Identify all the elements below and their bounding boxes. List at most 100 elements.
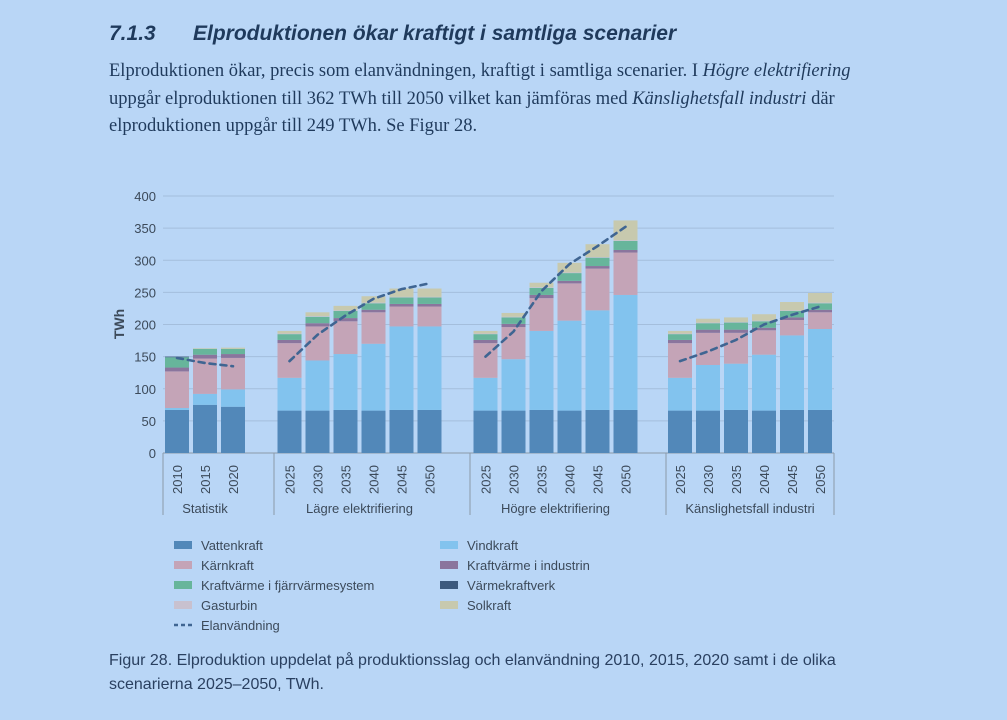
- bar-segment-vindkraft-lagre-elektrifiering-2030: [305, 360, 330, 411]
- bar-segment-solkraft-hogre-elektrifiering-2045: [585, 244, 610, 258]
- x-tick-label: 2025: [479, 465, 494, 494]
- bar-segment-kraftvarme-i-industrin-hogre-elektrifiering-2035: [529, 294, 554, 299]
- y-tick-label: 0: [149, 446, 156, 461]
- section-heading: 7.1.3 Elproduktionen ökar kraftigt i samt…: [109, 22, 676, 46]
- electricity-production-chart: 0 50 100 150 200 250 300 350 400 TWh 2010 2015 202…: [111, 189, 835, 633]
- intro-text-3: där elproduktionen uppgår till 249 TWh. …: [109, 88, 835, 137]
- bar-segment-vattenkraft-statistik-2015: [193, 404, 217, 453]
- bar-segment-solkraft-kanslighetsfall-industri-2040: [752, 314, 776, 321]
- bar-segment-gasturbin-kanslighetsfall-industri-2045: [780, 310, 804, 312]
- legend-swatch-solkraft: [440, 601, 458, 609]
- gridlines: [163, 195, 834, 454]
- legend-swatch-varmekraftverk: [440, 581, 458, 589]
- bar-segment-gasturbin-kanslighetsfall-industri-2030: [696, 322, 720, 324]
- bar-segment-solkraft-kanslighetsfall-industri-2045: [780, 302, 804, 311]
- bar-segment-kraftvarme-i-fjarrvarmesystem-lagre-elektrifiering-2030: [305, 316, 330, 324]
- x-tick-label: 2020: [226, 465, 241, 494]
- bar-segment-karnkraft-kanslighetsfall-industri-2050: [808, 312, 832, 329]
- x-tick-label: 2040: [757, 465, 772, 494]
- y-tick-label: 400: [134, 189, 156, 204]
- bar-segment-vindkraft-lagre-elektrifiering-2035: [333, 354, 358, 410]
- x-tick-label: 2010: [170, 465, 185, 494]
- bar-segment-kraftvarme-i-industrin-hogre-elektrifiering-2025: [473, 339, 498, 344]
- bar-segment-kraftvarme-i-industrin-hogre-elektrifiering-2050: [613, 249, 638, 253]
- x-tick-label: 2025: [673, 465, 688, 494]
- bar-segment-kraftvarme-i-fjarrvarmesystem-lagre-elektrifiering-2040: [361, 303, 386, 310]
- bar-segment-karnkraft-statistik-2020: [221, 357, 245, 390]
- bar-segment-karnkraft-lagre-elektrifiering-2045: [389, 306, 414, 327]
- bar-segment-kraftvarme-i-industrin-hogre-elektrifiering-2045: [585, 266, 610, 269]
- x-tick-label: 2045: [785, 465, 800, 494]
- x-axis: 2010 2015 2020 Statistik 2025 2030 2035 2040 204…: [162, 453, 835, 516]
- bar-segment-gasturbin-lagre-elektrifiering-2030: [305, 316, 330, 317]
- bar-segment-vindkraft-kanslighetsfall-industri-2045: [780, 335, 804, 410]
- bar-segment-solkraft-kanslighetsfall-industri-2035: [724, 317, 748, 322]
- bar-segment-vindkraft-hogre-elektrifiering-2040: [557, 320, 582, 411]
- bar-segment-vattenkraft-kanslighetsfall-industri-2045: [780, 409, 804, 453]
- bar-segment-kraftvarme-i-fjarrvarmesystem-hogre-elektrifiering-2040: [557, 273, 582, 281]
- x-tick-label: 2050: [423, 465, 438, 494]
- bar-segment-karnkraft-kanslighetsfall-industri-2040: [752, 330, 776, 355]
- bar-segment-vindkraft-kanslighetsfall-industri-2025: [668, 377, 692, 411]
- bar-segment-kraftvarme-i-industrin-hogre-elektrifiering-2030: [501, 323, 526, 328]
- bar-segment-solkraft-hogre-elektrifiering-2025: [473, 330, 498, 334]
- elanvandning-lines: [175, 225, 822, 368]
- bar-segment-karnkraft-hogre-elektrifiering-2045: [585, 268, 610, 311]
- bar-segment-vattenkraft-statistik-2010: [165, 409, 189, 453]
- x-tick-label: 2035: [729, 465, 744, 494]
- x-tick-label: 2045: [395, 465, 410, 494]
- bar-segment-gasturbin-kanslighetsfall-industri-2050: [808, 302, 832, 304]
- bar-segment-vindkraft-lagre-elektrifiering-2025: [277, 377, 302, 411]
- bar-segment-gasturbin-lagre-elektrifiering-2025: [277, 333, 302, 335]
- bar-segment-kraftvarme-i-fjarrvarmesystem-lagre-elektrifiering-2045: [389, 297, 414, 304]
- elanvandning-line-kanslighetsfall-industri: [678, 305, 822, 363]
- group-label-statistik: Statistik: [182, 501, 228, 516]
- intro-scenario-hogre: Högre elektrifiering: [702, 61, 851, 81]
- y-tick-label: 300: [134, 253, 156, 268]
- y-tick-label: 350: [134, 221, 156, 236]
- bar-segment-vindkraft-lagre-elektrifiering-2040: [361, 343, 386, 411]
- bar-segment-solkraft-lagre-elektrifiering-2035: [333, 305, 358, 311]
- bar-segment-karnkraft-lagre-elektrifiering-2035: [333, 321, 358, 355]
- bar-segment-kraftvarme-i-fjarrvarmesystem-statistik-2010: [165, 357, 189, 368]
- intro-text-1: Elproduktionen ökar, precis som elanvänd…: [109, 61, 699, 81]
- bar-segment-kraftvarme-i-industrin-kanslighetsfall-industri-2040: [752, 327, 776, 331]
- bar-segment-vindkraft-lagre-elektrifiering-2050: [417, 326, 442, 410]
- legend-label-solkraft: Solkraft: [467, 598, 511, 613]
- bar-segment-gasturbin-kanslighetsfall-industri-2035: [724, 321, 748, 323]
- elanvandning-line-lagre-elektrifiering: [288, 282, 431, 363]
- x-tick-label: 2035: [339, 465, 354, 494]
- bar-segment-gasturbin-hogre-elektrifiering-2035: [529, 287, 554, 288]
- bar-segment-kraftvarme-i-industrin-lagre-elektrifiering-2050: [417, 303, 442, 307]
- bar-segment-vindkraft-hogre-elektrifiering-2050: [613, 294, 638, 410]
- bar-segment-vindkraft-hogre-elektrifiering-2045: [585, 310, 610, 410]
- y-tick-label: 100: [134, 382, 156, 397]
- bar-segment-kraftvarme-i-fjarrvarmesystem-statistik-2020: [221, 348, 245, 355]
- y-tick-label: 150: [134, 350, 156, 365]
- x-tick-label: 2025: [283, 465, 298, 494]
- bar-segment-kraftvarme-i-industrin-statistik-2010: [165, 367, 189, 372]
- bar-segment-kraftvarme-i-industrin-statistik-2015: [193, 354, 217, 359]
- bar-segment-vattenkraft-lagre-elektrifiering-2025: [277, 410, 302, 453]
- legend-label-vindkraft: Vindkraft: [467, 538, 518, 553]
- legend-label-kraftvarme-i-fjarrvarmesystem: Kraftvärme i fjärrvärmesystem: [201, 578, 374, 593]
- group-label-hogre-elektrifiering: Högre elektrifiering: [501, 501, 610, 516]
- bar-segment-vattenkraft-hogre-elektrifiering-2050: [613, 409, 638, 453]
- legend-label-karnkraft: Kärnkraft: [201, 558, 254, 573]
- bar-segment-solkraft-statistik-2015: [193, 348, 217, 349]
- bar-segment-gasturbin-lagre-elektrifiering-2050: [417, 296, 442, 298]
- bar-segment-kraftvarme-i-fjarrvarmesystem-hogre-elektrifiering-2035: [529, 287, 554, 295]
- bar-segment-gasturbin-kanslighetsfall-industri-2025: [668, 333, 692, 335]
- bar-segment-kraftvarme-i-fjarrvarmesystem-kanslighetsfall-industri-2030: [696, 323, 720, 330]
- section-title: Elproduktionen ökar kraftigt i samtliga …: [193, 22, 677, 45]
- bar-segment-kraftvarme-i-industrin-kanslighetsfall-industri-2035: [724, 329, 748, 333]
- intro-scenario-kanslighet: Känslighetsfall industri: [632, 88, 807, 109]
- bar-segment-solkraft-hogre-elektrifiering-2040: [557, 262, 582, 273]
- bar-segment-kraftvarme-i-industrin-lagre-elektrifiering-2035: [333, 318, 358, 322]
- bar-segment-vindkraft-hogre-elektrifiering-2030: [501, 359, 526, 411]
- intro-paragraph: Elproduktionen ökar, precis som elanvänd…: [109, 58, 869, 141]
- bar-segment-vattenkraft-hogre-elektrifiering-2045: [585, 409, 610, 453]
- group-label-lagre-elektrifiering: Lägre elektrifiering: [306, 501, 413, 516]
- bar-segment-solkraft-lagre-elektrifiering-2050: [417, 288, 442, 297]
- bar-segment-vattenkraft-lagre-elektrifiering-2030: [305, 410, 330, 453]
